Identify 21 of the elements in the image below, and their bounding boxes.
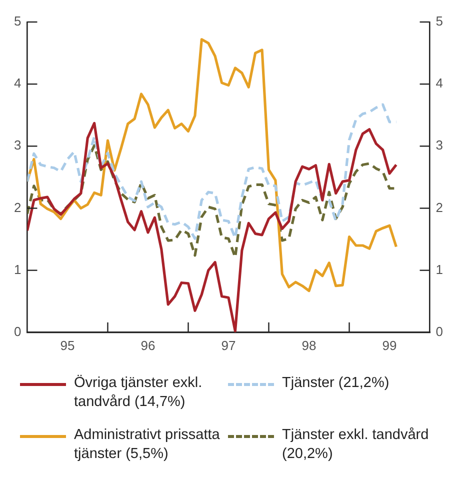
y-tick-label: 3 (14, 138, 22, 153)
y2-tick-label: 2 (436, 200, 444, 215)
x-tick-label: 96 (140, 338, 156, 353)
x-tick-label: 98 (302, 338, 316, 353)
y-tick-label: 0 (14, 324, 22, 339)
legend-label: Tjänster exkl. tandvård (20,2%) (282, 426, 430, 464)
legend-label: Administrativt prissatta tjänster (5,5%) (74, 426, 221, 464)
y-tick-label: 1 (14, 262, 22, 277)
y-tick-label: 5 (14, 14, 22, 29)
y2-tick-label: 5 (436, 14, 444, 29)
x-tick-label: 97 (221, 338, 236, 353)
y2-tick-label: 1 (436, 262, 444, 277)
y-tick-label: 4 (14, 76, 22, 91)
x-tick-label: 99 (382, 338, 397, 353)
x-tick-label: 95 (60, 338, 75, 353)
y2-tick-label: 0 (436, 324, 444, 339)
y2-tick-label: 3 (436, 138, 444, 153)
y-tick-label: 2 (14, 200, 22, 215)
legend-label: Tjänster (21,2%) (282, 374, 390, 393)
y2-tick-label: 4 (436, 76, 444, 91)
legend-label: Övriga tjänster exkl. tandvård (14,7%) (74, 374, 204, 412)
